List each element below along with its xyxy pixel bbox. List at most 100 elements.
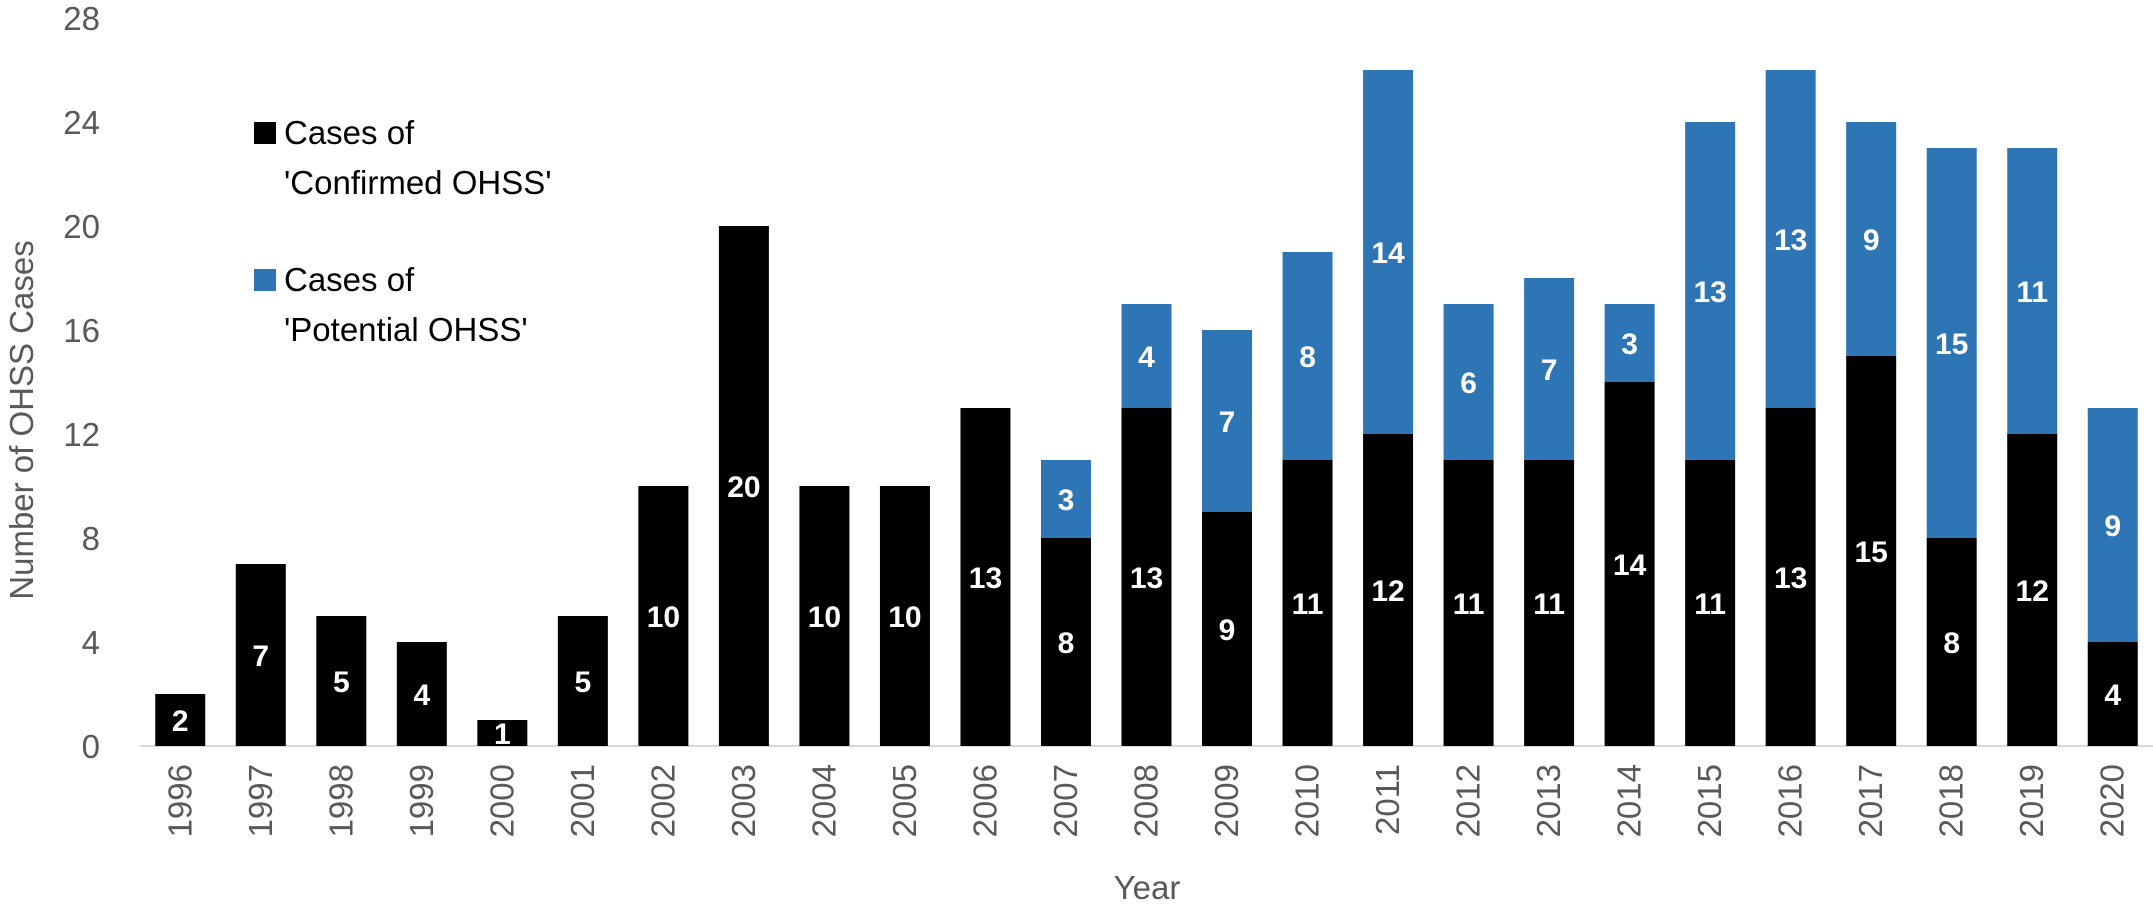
y-tick-label-12: 12 [63,416,100,453]
bar-potential-2019 [2007,148,2058,434]
data-label-confirmed-1998: 5 [333,666,350,699]
data-label-confirmed-2006: 13 [969,562,1002,595]
bar-confirmed-2008 [1121,408,1172,746]
data-label-potential-2018: 15 [1935,328,1968,361]
bar-confirmed-2012 [1443,460,1494,746]
x-tick-label-2012: 2012 [1450,764,1487,837]
legend: Cases of 'Confirmed OHSS' Cases of 'Pote… [254,114,552,348]
bar-potential-2018 [1926,148,1977,538]
x-tick-label-2017: 2017 [1852,764,1889,837]
bar-potential-2017 [1846,122,1897,356]
bar-confirmed-1998 [316,616,367,746]
bar-confirmed-2014 [1604,382,1655,746]
data-label-confirmed-1996: 2 [172,705,189,738]
legend-label-potential-line1: Cases of [284,261,415,298]
data-label-confirmed-2017: 15 [1854,536,1887,569]
legend-item-potential: Cases of 'Potential OHSS' [254,261,528,348]
data-label-confirmed-2002: 10 [647,601,680,634]
bar-confirmed-2018 [1926,538,1977,746]
x-tick-label-2004: 2004 [805,764,842,837]
x-tick-label-1996: 1996 [161,764,198,837]
x-tick-label-2006: 2006 [966,764,1003,837]
data-label-confirmed-2005: 10 [888,601,921,634]
x-tick-label-2019: 2019 [2013,764,2050,837]
data-label-confirmed-2013: 11 [1533,588,1565,621]
bar-confirmed-2011 [1363,434,1414,746]
bar-potential-2014 [1604,304,1655,382]
y-tick-label-16: 16 [63,312,100,349]
data-label-confirmed-2010: 11 [1292,588,1324,621]
data-label-potential-2014: 3 [1621,328,1638,361]
data-label-confirmed-2007: 8 [1058,627,1075,660]
y-tick-label-20: 20 [63,208,100,245]
data-label-potential-2020: 9 [2104,510,2121,543]
bar-confirmed-2015 [1685,460,1736,746]
data-label-confirmed-2003: 20 [727,471,760,504]
x-tick-label-2015: 2015 [1691,764,1728,837]
x-tick-label-2010: 2010 [1289,764,1326,837]
x-tick-label-2009: 2009 [1208,764,1245,837]
bar-confirmed-2001 [557,616,608,746]
data-label-potential-2012: 6 [1460,367,1477,400]
legend-label-confirmed-line1: Cases of [284,114,415,151]
x-axis-title: Year [1114,869,1181,905]
bar-confirmed-2007 [1040,538,1091,746]
bar-confirmed-2016 [1765,408,1816,746]
legend-swatch-potential [254,269,276,291]
x-tick-label-1997: 1997 [242,764,279,837]
x-tick-label-2001: 2001 [564,764,601,837]
bar-confirmed-2010 [1282,460,1333,746]
y-tick-label-0: 0 [82,728,100,765]
data-label-confirmed-2015: 11 [1694,588,1726,621]
legend-label-confirmed-line2: 'Confirmed OHSS' [284,164,552,201]
bar-potential-2012 [1443,304,1494,460]
y-axis-ticks: 0 4 8 12 16 20 24 28 [63,0,100,765]
data-label-potential-2015: 13 [1693,276,1726,309]
x-tick-label-2002: 2002 [644,764,681,837]
data-label-potential-2019: 11 [2016,276,2048,309]
legend-label-potential-line2: 'Potential OHSS' [284,311,528,348]
data-label-potential-2007: 3 [1058,484,1075,517]
bar-potential-2013 [1524,278,1575,460]
data-label-potential-2009: 7 [1219,406,1236,439]
bar-confirmed-2017 [1846,356,1897,746]
data-label-confirmed-2014: 14 [1613,549,1647,582]
data-label-confirmed-2008: 13 [1130,562,1163,595]
data-label-confirmed-2020: 4 [2104,679,2121,712]
y-axis-title: Number of OHSS Cases [3,240,40,599]
x-tick-label-2000: 2000 [483,764,520,837]
bar-potential-2016 [1765,70,1816,408]
y-tick-label-8: 8 [82,520,100,557]
bar-confirmed-2003 [718,226,769,746]
x-tick-label-2003: 2003 [725,764,762,837]
x-tick-label-2007: 2007 [1047,764,1084,837]
y-tick-label-24: 24 [63,104,100,141]
bar-potential-2007 [1040,460,1091,538]
bar-potential-2009 [1202,330,1253,512]
data-label-potential-2010: 8 [1299,341,1316,374]
legend-swatch-confirmed [254,122,276,144]
x-tick-label-2018: 2018 [1933,764,1970,837]
bar-confirmed-2013 [1524,460,1575,746]
bar-confirmed-2006 [960,408,1011,746]
bar-confirmed-1997 [235,564,286,746]
data-label-confirmed-2018: 8 [1943,627,1960,660]
bar-confirmed-2019 [2007,434,2058,746]
data-label-confirmed-1997: 7 [252,640,269,673]
bar-confirmed-2000 [477,720,528,746]
bar-confirmed-2020 [2087,642,2138,746]
x-tick-label-1998: 1998 [322,764,359,837]
x-axis-ticks: 1996 1997 1998 1999 2000 2001 2002 2003 2004 2005… [161,764,2130,837]
bar-potential-2010 [1282,252,1333,460]
x-tick-label-2020: 2020 [2094,764,2131,837]
bar-confirmed-1999 [396,642,447,746]
data-label-confirmed-2011: 12 [1371,575,1404,608]
data-label-potential-2017: 9 [1863,224,1880,257]
bar-potential-2015 [1685,122,1736,460]
bar-potential-2011 [1363,70,1414,434]
data-label-potential-2008: 4 [1138,341,1155,374]
x-tick-label-2011: 2011 [1369,764,1406,835]
bar-confirmed-2004 [799,486,850,746]
